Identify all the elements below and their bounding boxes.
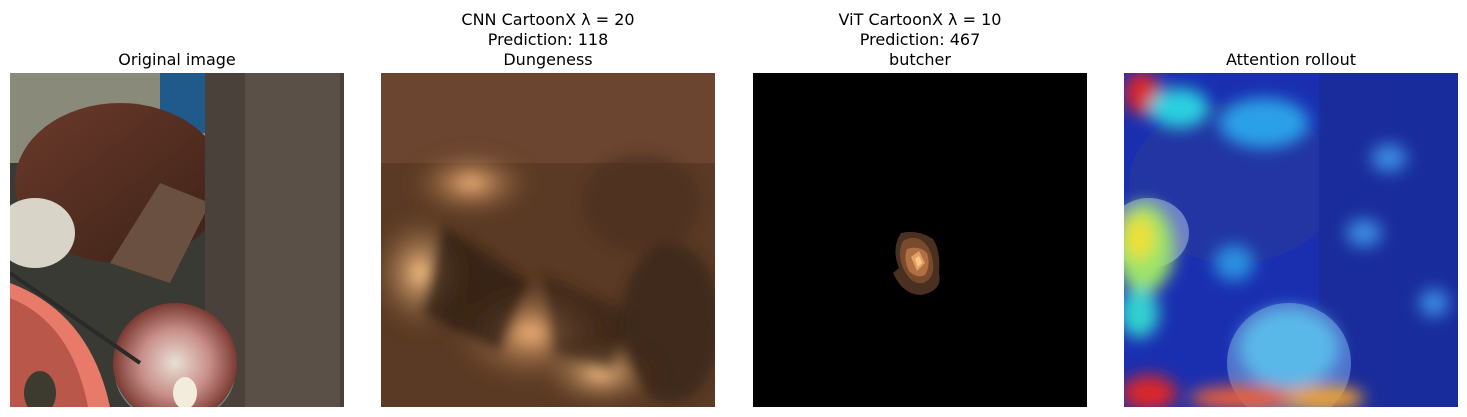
cnn-cartoonx-explanation xyxy=(381,73,715,407)
panel-attention-rollout: Attention rollout xyxy=(1124,0,1458,417)
vit-cartoonx-explanation xyxy=(753,73,1087,407)
title-line: Prediction: 467 xyxy=(859,30,981,49)
panel-title: Original image xyxy=(10,50,344,70)
panel-original-image: Original image xyxy=(10,0,344,417)
panel-title: ViT CartoonX λ = 10 Prediction: 467 butc… xyxy=(753,10,1087,70)
title-line: Dungeness xyxy=(503,50,593,69)
attention-rollout-map xyxy=(1124,73,1458,407)
title-line: Prediction: 118 xyxy=(487,30,609,49)
panel-title: Attention rollout xyxy=(1124,50,1458,70)
title-line: CNN CartoonX λ = 20 xyxy=(461,10,635,29)
title-line: Original image xyxy=(118,50,236,69)
panel-cnn-cartoonx: CNN CartoonX λ = 20 Prediction: 118 Dung… xyxy=(381,0,715,417)
title-line: butcher xyxy=(889,50,951,69)
original-image xyxy=(10,73,344,407)
panel-vit-cartoonx: ViT CartoonX λ = 10 Prediction: 467 butc… xyxy=(753,0,1087,417)
panel-title: CNN CartoonX λ = 20 Prediction: 118 Dung… xyxy=(381,10,715,70)
title-line: Attention rollout xyxy=(1225,50,1357,69)
title-line: ViT CartoonX λ = 10 xyxy=(838,10,1002,29)
